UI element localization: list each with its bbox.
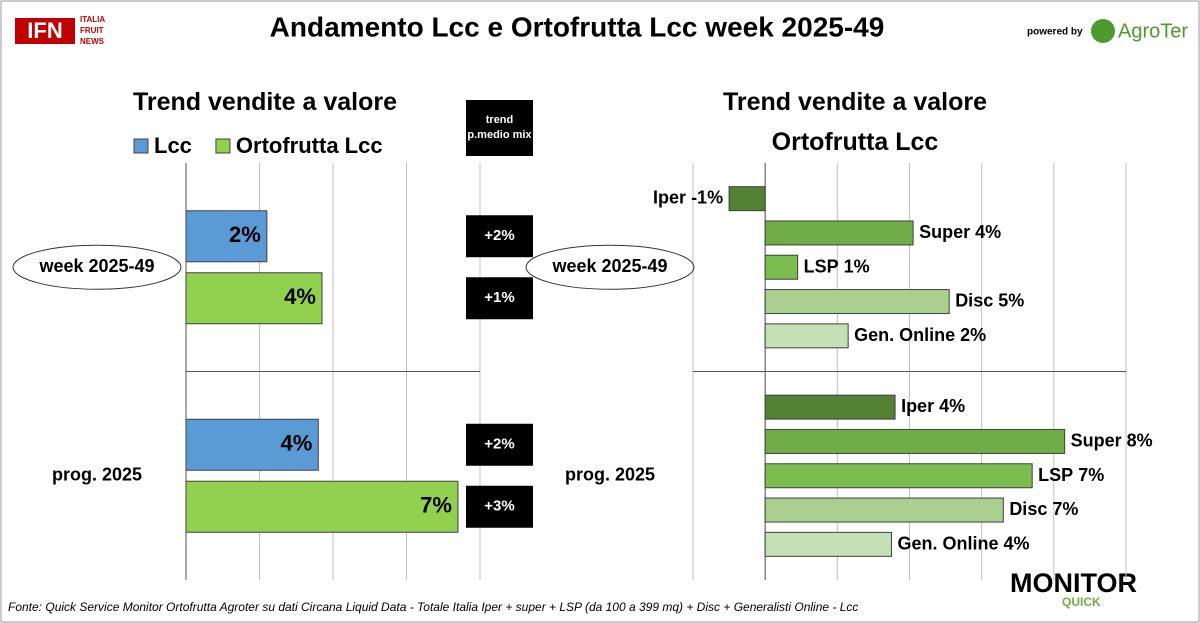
- series-name: LSP: [804, 256, 839, 276]
- legend-swatch: [215, 138, 231, 154]
- bar: [764, 323, 849, 349]
- value-label: LSP 7%: [1038, 465, 1104, 485]
- category-label: week 2025-49: [38, 256, 154, 276]
- logo-sub: ITALIA: [80, 15, 105, 24]
- value-text: 7%: [1052, 499, 1078, 519]
- series-name: Iper: [901, 396, 934, 416]
- value-label: Disc 5%: [955, 290, 1024, 310]
- value-label: 7%: [420, 493, 452, 518]
- value-label: 2%: [229, 222, 261, 247]
- mix-box: [466, 485, 533, 528]
- chart-title: Trend vendite a valore: [133, 88, 397, 116]
- page-title: Andamento Lcc e Ortofrutta Lcc week 2025…: [270, 11, 885, 42]
- series-name: Super: [919, 222, 970, 242]
- logo-sub: NEWS: [80, 37, 105, 46]
- value-text: 1%: [844, 256, 870, 276]
- value-label: Iper 4%: [901, 396, 965, 416]
- category-label: week 2025-49: [551, 256, 667, 276]
- series-name: Disc: [1009, 499, 1047, 519]
- series-name: Iper: [653, 187, 686, 207]
- mix-box: [466, 277, 533, 320]
- category-label: prog. 2025: [565, 465, 655, 485]
- value-label: Super 8%: [1071, 430, 1153, 450]
- category-ellipse: [525, 244, 695, 290]
- bar: [185, 210, 268, 263]
- mix-label: +2%: [484, 227, 514, 244]
- mix-title: trend p.medio mix: [466, 100, 533, 156]
- mix-box: [466, 215, 533, 258]
- quick-logo: QUICK: [1062, 595, 1101, 609]
- brand: AgroTer: [1118, 20, 1188, 42]
- mix-label: +2%: [484, 436, 514, 453]
- bar: [764, 428, 1066, 454]
- value-label: 4%: [281, 431, 313, 456]
- legend-swatch: [133, 138, 149, 154]
- bar: [185, 272, 323, 325]
- logo-sub: FRUIT: [80, 26, 104, 35]
- series-name: Super: [1071, 430, 1122, 450]
- bar: [764, 254, 799, 280]
- bar: [185, 480, 459, 533]
- series-name: Gen. Online: [854, 325, 955, 345]
- value-label: Iper -1%: [653, 187, 723, 207]
- category-ellipse: [12, 244, 182, 290]
- value-text: -1%: [691, 187, 723, 207]
- series-name: Disc: [955, 290, 993, 310]
- bar: [728, 186, 766, 212]
- series-name: LSP: [1038, 465, 1073, 485]
- value-label: Gen. Online 4%: [897, 533, 1029, 553]
- value-text: 7%: [1078, 465, 1104, 485]
- value-text: 4%: [1003, 533, 1029, 553]
- value-text: 2%: [960, 325, 986, 345]
- value-label: Gen. Online 2%: [854, 325, 986, 345]
- brand-icon: [1091, 19, 1115, 43]
- value-text: 4%: [939, 396, 965, 416]
- mix-box: [466, 423, 533, 466]
- value-text: 8%: [1127, 430, 1153, 450]
- powered-by: powered by: [1027, 27, 1083, 38]
- mix-label: +1%: [484, 289, 514, 306]
- bar: [764, 289, 950, 315]
- value-label: Disc 7%: [1009, 499, 1078, 519]
- legend-label: Lcc: [154, 133, 192, 158]
- value-label: LSP 1%: [804, 256, 870, 276]
- value-text: 5%: [998, 290, 1024, 310]
- mix-label: +3%: [484, 498, 514, 515]
- value-text: 4%: [975, 222, 1001, 242]
- legend-label: Ortofrutta Lcc: [236, 133, 383, 158]
- bar: [764, 531, 892, 557]
- bar: [185, 418, 319, 471]
- bar: [764, 394, 896, 420]
- category-label: prog. 2025: [52, 465, 142, 485]
- logo: IFN: [27, 18, 62, 43]
- bar: [764, 463, 1033, 489]
- bar: [764, 220, 914, 246]
- logo-box: [15, 18, 75, 44]
- series-name: Gen. Online: [897, 533, 998, 553]
- source: Fonte: Quick Service Monitor Ortofrutta …: [8, 600, 858, 614]
- value-label: 4%: [284, 284, 316, 309]
- bar: [764, 497, 1004, 523]
- monitor-logo: MONITOR: [1010, 568, 1137, 598]
- chart-title: Trend vendite a valore Ortofrutta Lcc: [723, 88, 987, 156]
- value-label: Super 4%: [919, 222, 1001, 242]
